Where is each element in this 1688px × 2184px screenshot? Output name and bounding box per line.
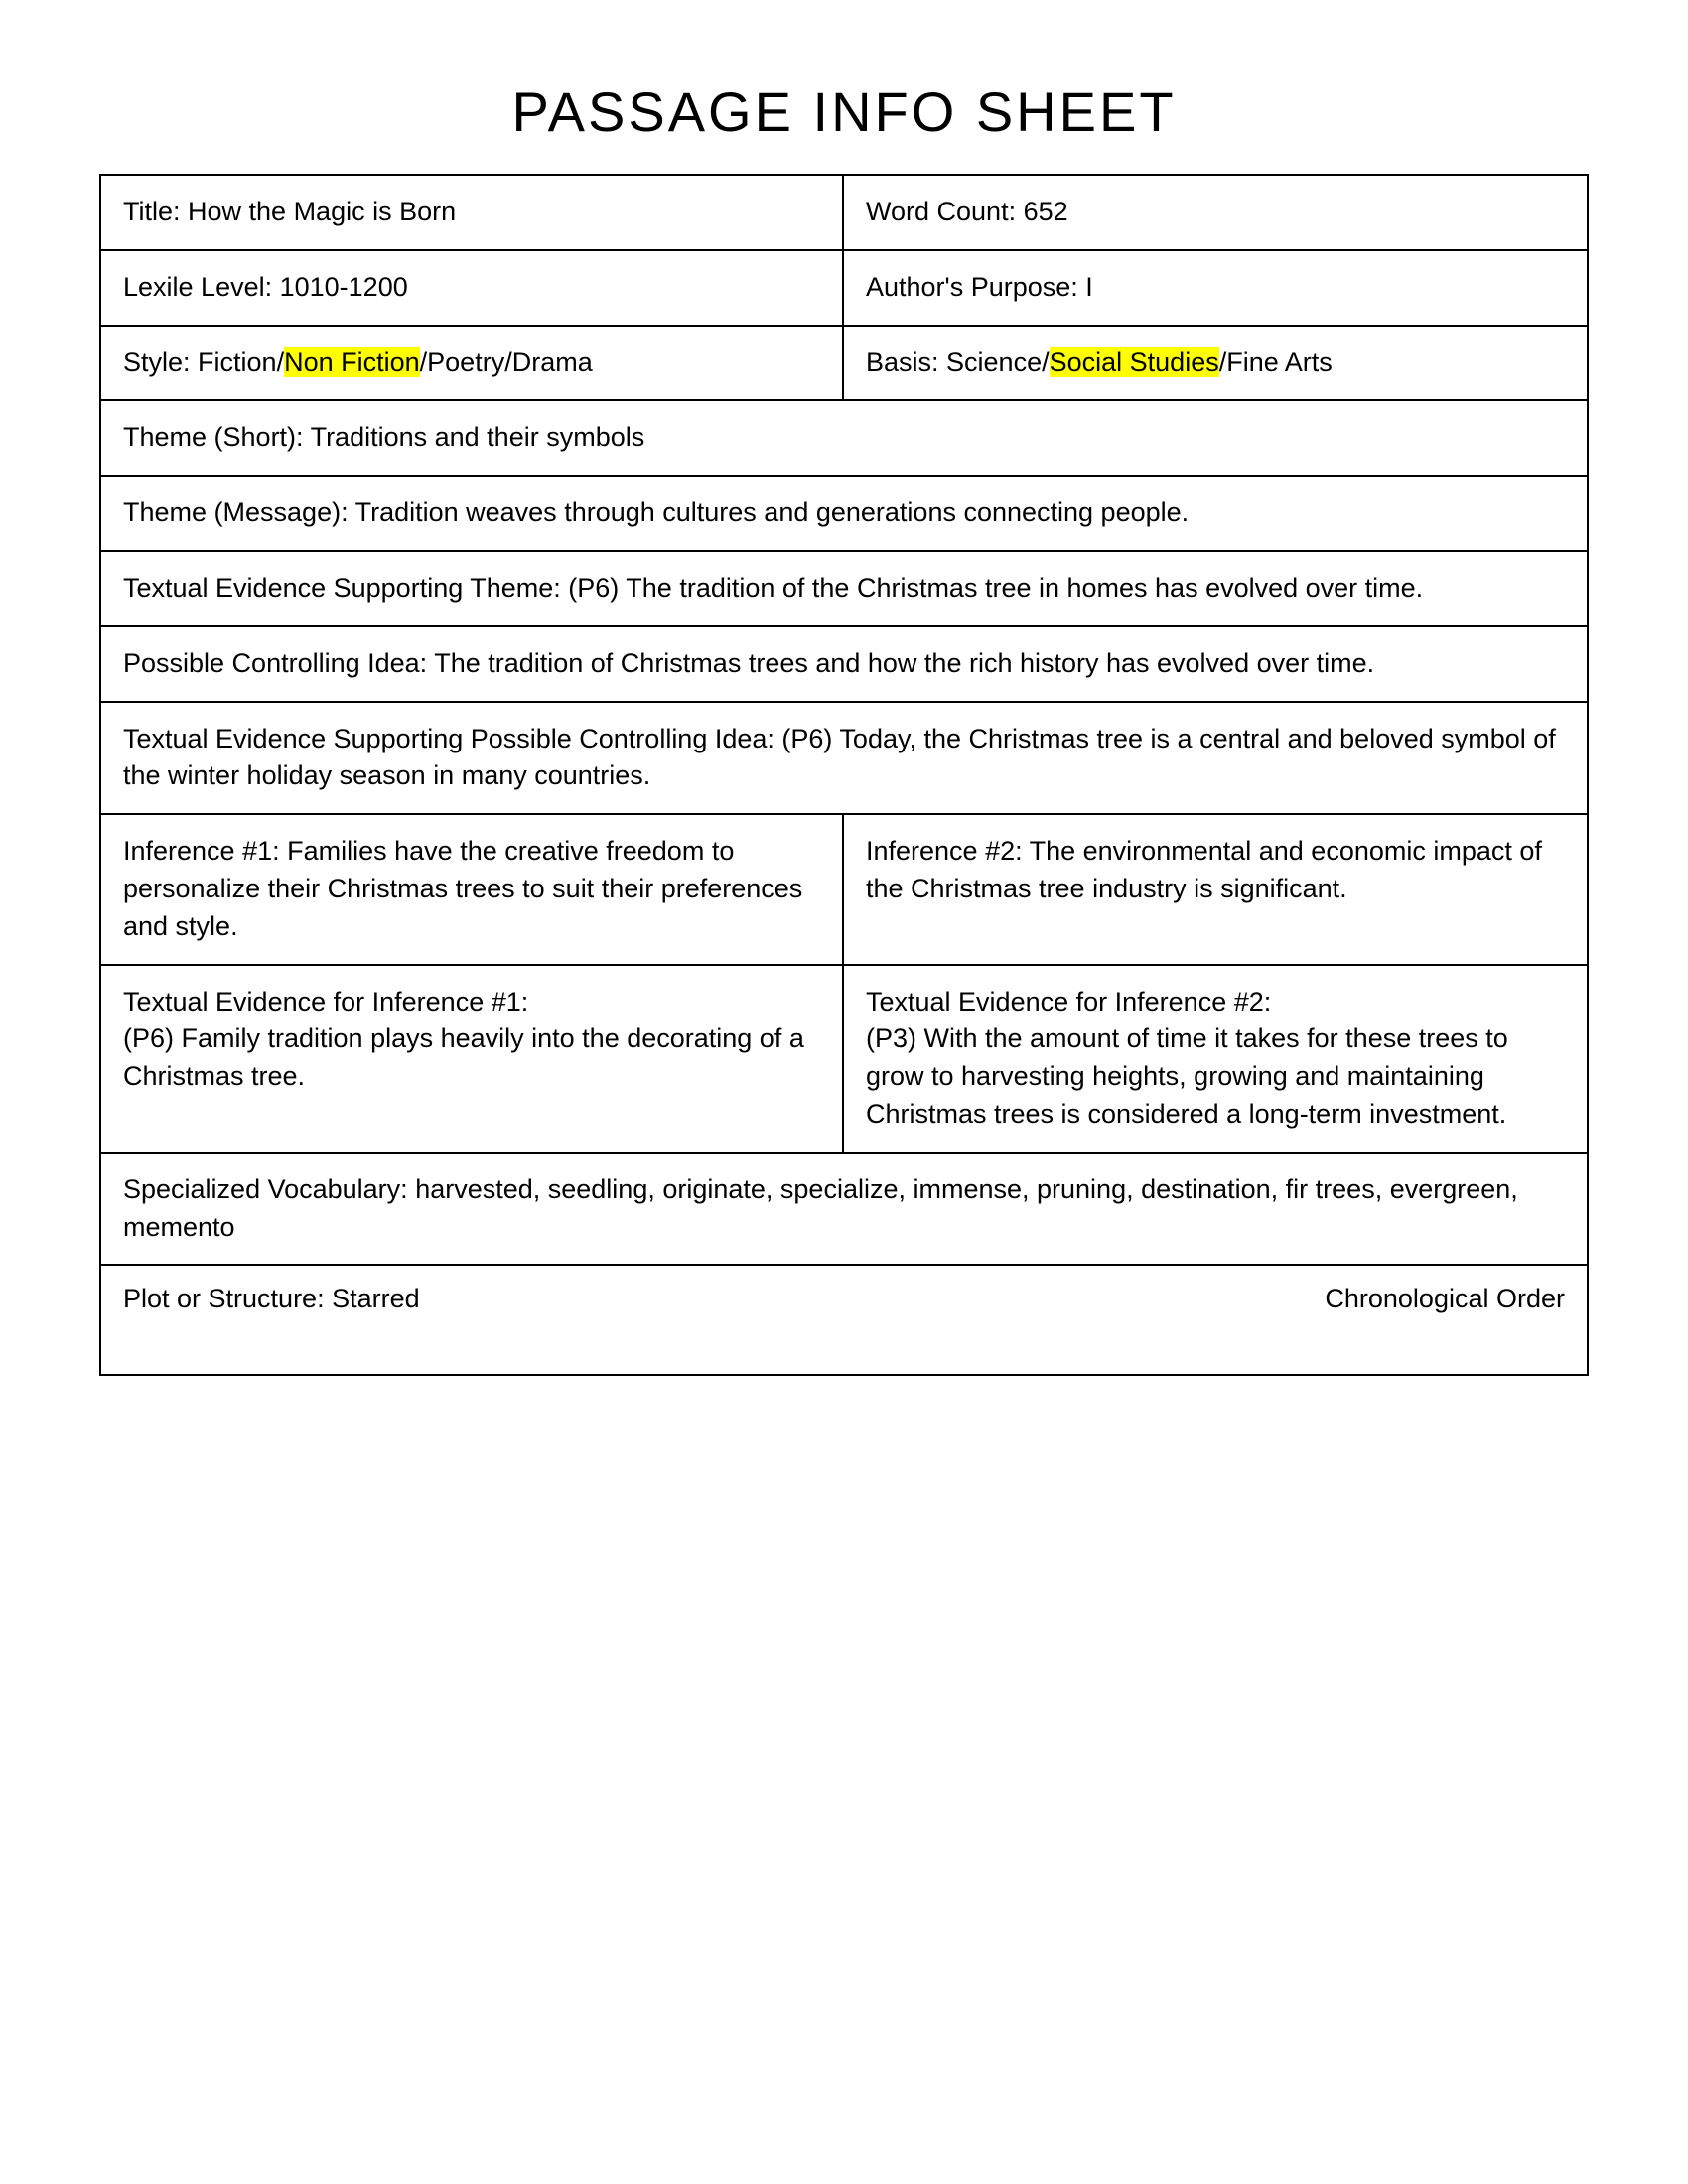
theme-short-label: Theme (Short): xyxy=(123,422,311,452)
row-evidence-inferences: Textual Evidence for Inference #1: (P6) … xyxy=(101,966,1587,1154)
cell-basis: Basis: Science/Social Studies/Fine Arts xyxy=(844,327,1587,400)
word-count-value: 652 xyxy=(1024,197,1068,226)
lexile-label: Lexile Level: xyxy=(123,272,280,302)
row-inferences: Inference #1: Families have the creative… xyxy=(101,815,1587,965)
structure-right: Chronological Order xyxy=(1325,1284,1565,1314)
row-theme-message: Theme (Message): Tradition weaves throug… xyxy=(101,477,1587,552)
structure-value: Starred xyxy=(332,1284,420,1313)
evidence-theme-label: Textual Evidence Supporting Theme: xyxy=(123,573,568,603)
title-label: Title: xyxy=(123,197,188,226)
lexile-value: 1010-1200 xyxy=(280,272,408,302)
row-vocab: Specialized Vocabulary: harvested, seedl… xyxy=(101,1154,1587,1267)
row-lexile-purpose: Lexile Level: 1010-1200 Author's Purpose… xyxy=(101,251,1587,327)
evidence-inf2-label: Textual Evidence for Inference #2: xyxy=(866,987,1271,1017)
cell-evidence-theme: Textual Evidence Supporting Theme: (P6) … xyxy=(101,552,1587,625)
cell-lexile: Lexile Level: 1010-1200 xyxy=(101,251,844,325)
purpose-value: I xyxy=(1085,272,1093,302)
evidence-inf1-label: Textual Evidence for Inference #1: xyxy=(123,987,528,1017)
cell-vocab: Specialized Vocabulary: harvested, seedl… xyxy=(101,1154,1587,1265)
cell-theme-short: Theme (Short): Traditions and their symb… xyxy=(101,401,1587,475)
cell-evidence-inf2: Textual Evidence for Inference #2: (P3) … xyxy=(844,966,1587,1152)
cell-controlling-idea: Possible Controlling Idea: The tradition… xyxy=(101,627,1587,701)
theme-message-label: Theme (Message): xyxy=(123,497,355,527)
theme-short-value: Traditions and their symbols xyxy=(311,422,645,452)
slash: / xyxy=(504,347,512,377)
style-fiction: Fiction xyxy=(198,347,277,377)
structure-label: Plot or Structure: xyxy=(123,1284,332,1313)
purpose-label: Author's Purpose: xyxy=(866,272,1085,302)
basis-science: Science xyxy=(946,347,1042,377)
style-nonfiction-highlighted: Non Fiction xyxy=(284,347,420,377)
cell-evidence-controlling: Textual Evidence Supporting Possible Con… xyxy=(101,703,1587,814)
structure-left: Plot or Structure: Starred xyxy=(123,1284,420,1314)
controlling-idea-label: Possible Controlling Idea: xyxy=(123,648,434,678)
evidence-controlling-label: Textual Evidence Supporting Possible Con… xyxy=(123,724,781,753)
inference2-label: Inference #2: xyxy=(866,836,1030,866)
style-label: Style: xyxy=(123,347,198,377)
cell-style: Style: Fiction/Non Fiction/Poetry/Drama xyxy=(101,327,844,400)
cell-inference-1: Inference #1: Families have the creative… xyxy=(101,815,844,963)
info-sheet-table: Title: How the Magic is Born Word Count:… xyxy=(99,174,1589,1376)
word-count-label: Word Count: xyxy=(866,197,1024,226)
evidence-inf2-value: (P3) With the amount of time it takes fo… xyxy=(866,1024,1508,1129)
row-evidence-controlling: Textual Evidence Supporting Possible Con… xyxy=(101,703,1587,816)
row-controlling-idea: Possible Controlling Idea: The tradition… xyxy=(101,627,1587,703)
style-drama: Drama xyxy=(512,347,593,377)
row-style-basis: Style: Fiction/Non Fiction/Poetry/Drama … xyxy=(101,327,1587,402)
page-title: Passage Info Sheet xyxy=(99,79,1589,144)
title-value: How the Magic is Born xyxy=(188,197,456,226)
style-poetry: Poetry xyxy=(427,347,504,377)
cell-evidence-inf1: Textual Evidence for Inference #1: (P6) … xyxy=(101,966,844,1152)
cell-theme-message: Theme (Message): Tradition weaves throug… xyxy=(101,477,1587,550)
slash: / xyxy=(277,347,285,377)
basis-label: Basis: xyxy=(866,347,946,377)
row-theme-short: Theme (Short): Traditions and their symb… xyxy=(101,401,1587,477)
cell-title: Title: How the Magic is Born xyxy=(101,176,844,249)
row-title-wordcount: Title: How the Magic is Born Word Count:… xyxy=(101,176,1587,251)
cell-purpose: Author's Purpose: I xyxy=(844,251,1587,325)
evidence-theme-value: (P6) The tradition of the Christmas tree… xyxy=(568,573,1423,603)
inference1-label: Inference #1: xyxy=(123,836,287,866)
cell-word-count: Word Count: 652 xyxy=(844,176,1587,249)
row-evidence-theme: Textual Evidence Supporting Theme: (P6) … xyxy=(101,552,1587,627)
cell-inference-2: Inference #2: The environmental and econ… xyxy=(844,815,1587,963)
basis-socialstudies-highlighted: Social Studies xyxy=(1050,347,1219,377)
row-structure: Plot or Structure: Starred Chronological… xyxy=(101,1266,1587,1374)
slash: / xyxy=(1042,347,1050,377)
basis-finearts: Fine Arts xyxy=(1226,347,1333,377)
controlling-idea-value: The tradition of Christmas trees and how… xyxy=(434,648,1374,678)
cell-structure: Plot or Structure: Starred Chronological… xyxy=(101,1266,1587,1374)
vocab-label: Specialized Vocabulary: xyxy=(123,1174,415,1204)
evidence-inf1-value: (P6) Family tradition plays heavily into… xyxy=(123,1024,804,1091)
theme-message-value: Tradition weaves through cultures and ge… xyxy=(355,497,1190,527)
